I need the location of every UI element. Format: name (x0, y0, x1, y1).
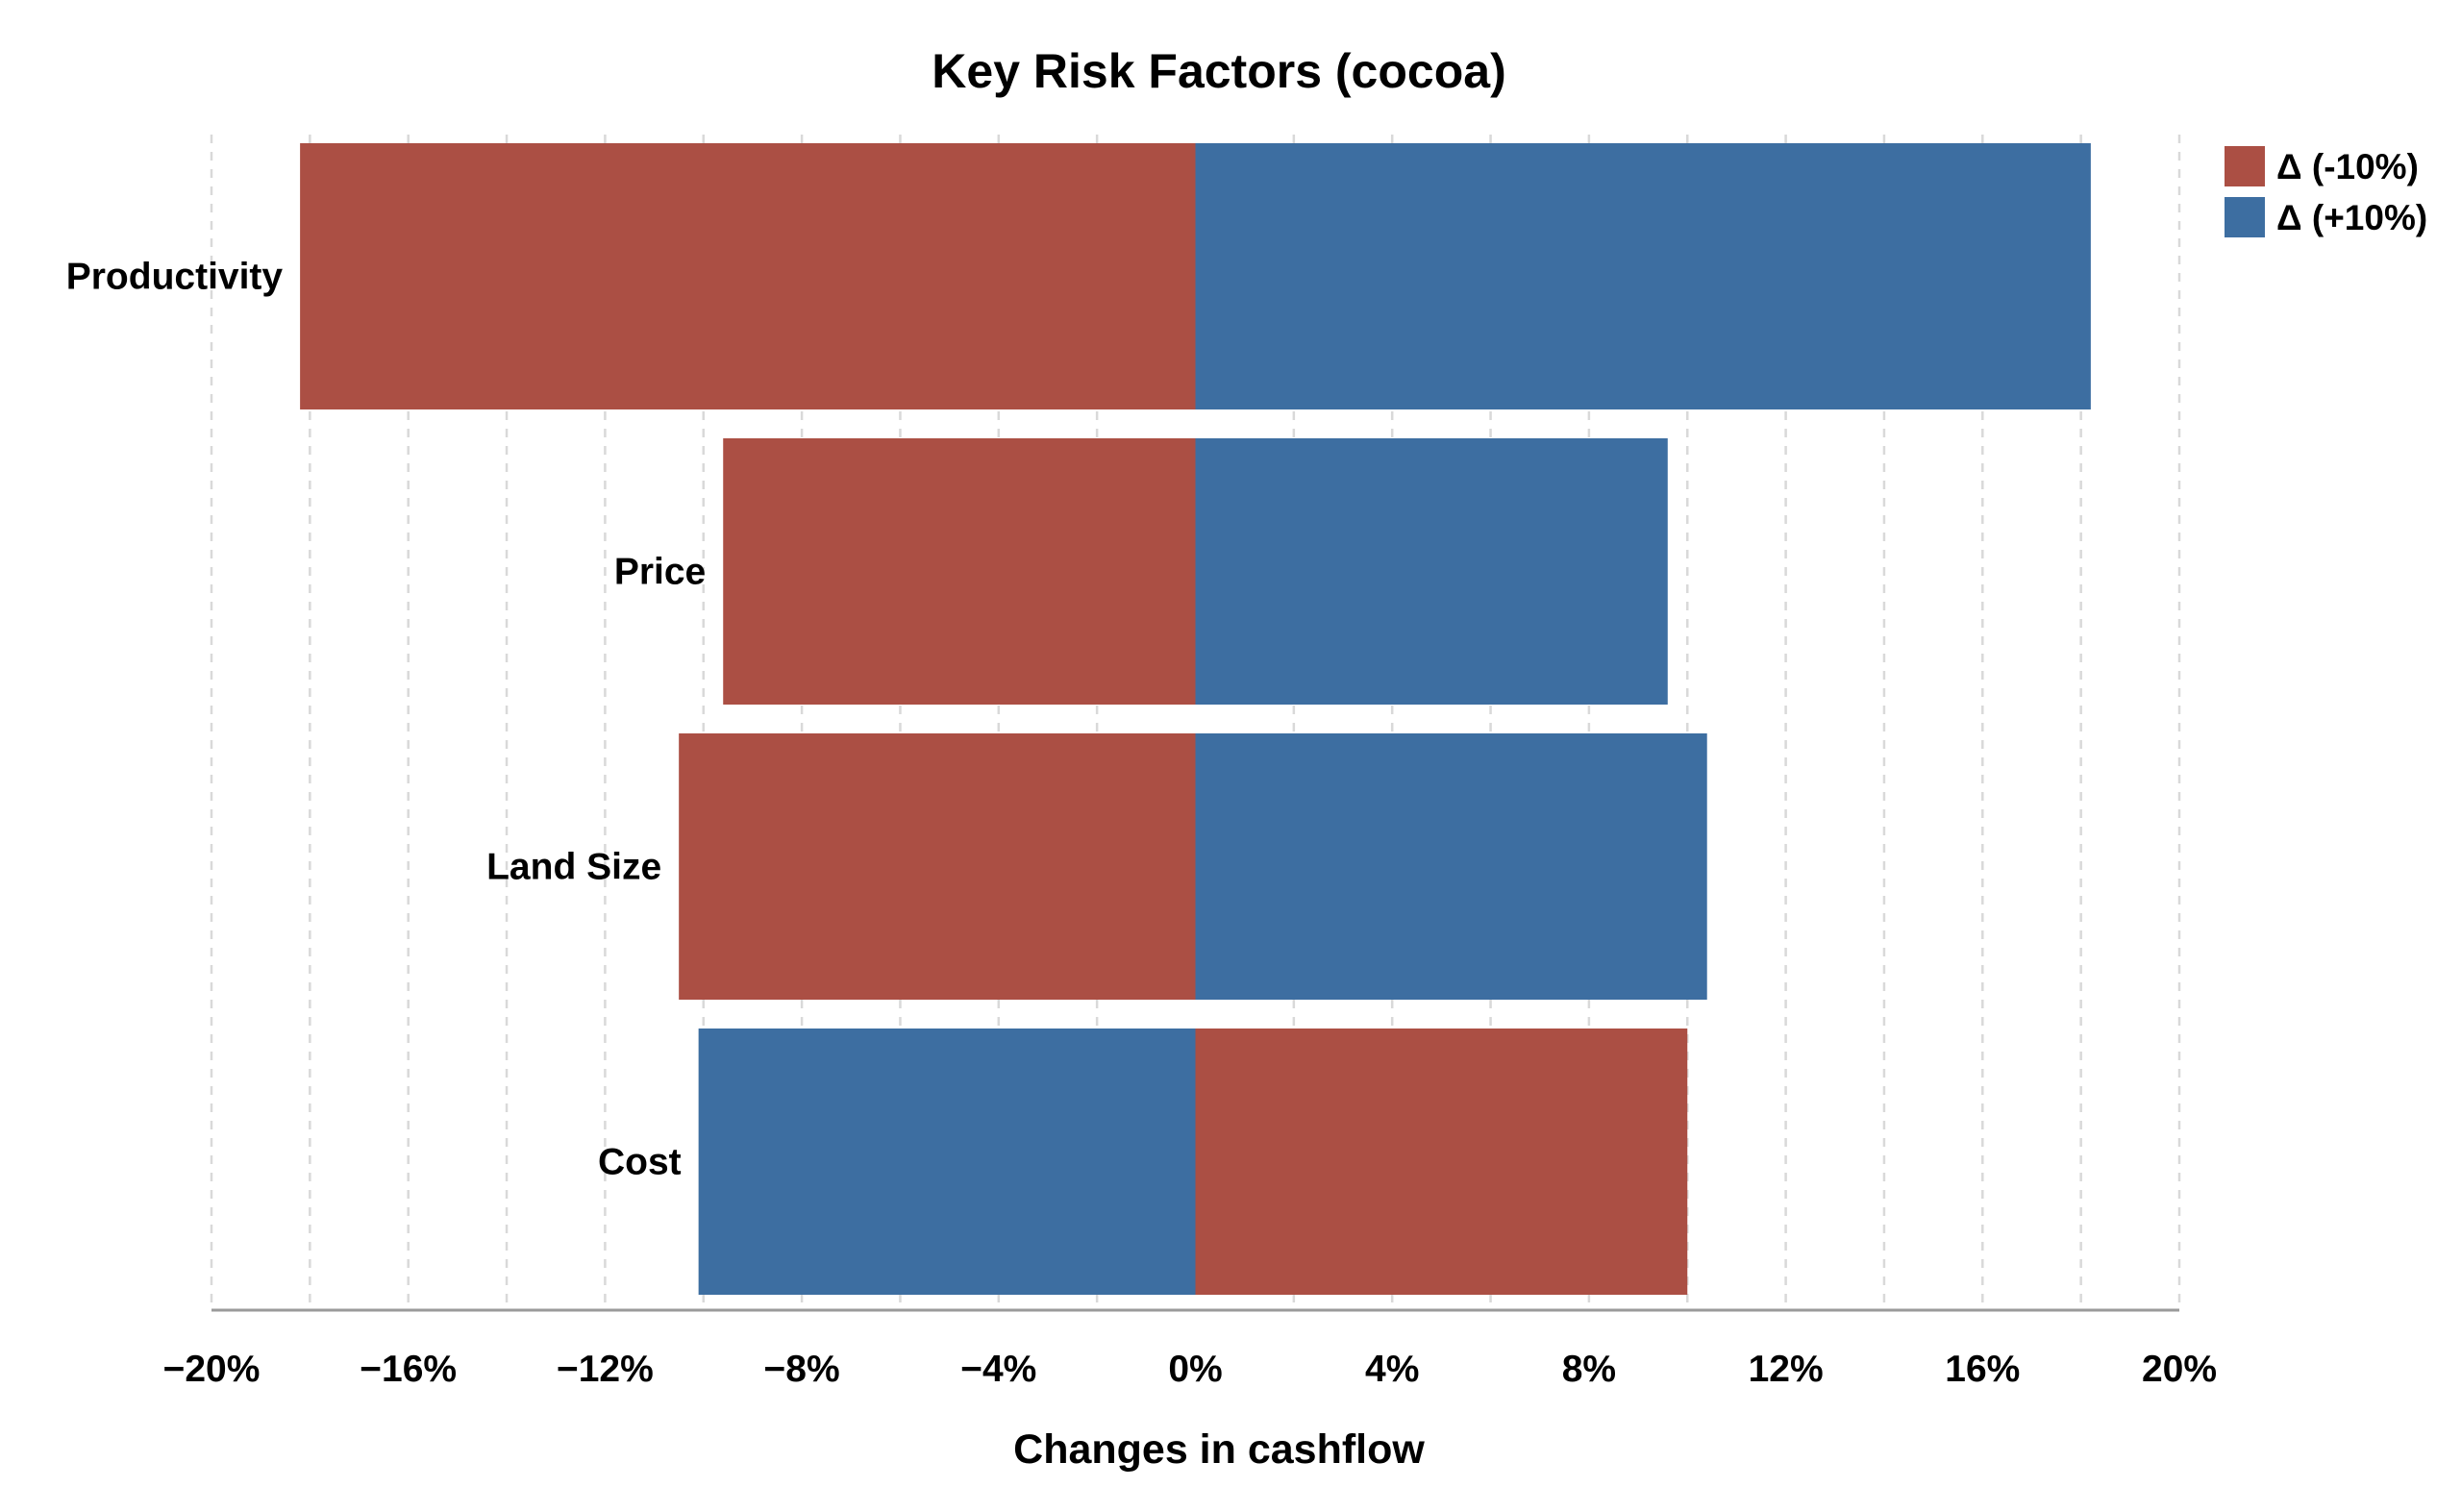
x-tick-label: −8% (764, 1349, 840, 1390)
bars (300, 143, 2091, 1295)
x-tick-labels: −20% −16% −12% −8% −4% 0% 4% 8% 12% 16% 20% (163, 1349, 2217, 1390)
bar (1195, 733, 1707, 1000)
x-tick-label: 20% (2142, 1349, 2217, 1390)
category-labels: Productivity Price Land Size Cost (66, 257, 706, 1183)
x-tick-label: 8% (1562, 1349, 1616, 1390)
bar (723, 438, 1196, 705)
category-label: Land Size (486, 847, 661, 888)
x-tick-label: −20% (163, 1349, 261, 1390)
bar (1195, 143, 2091, 409)
x-tick-label: 12% (1749, 1349, 1824, 1390)
bar (1195, 438, 1668, 705)
legend-swatch (2225, 197, 2265, 237)
chart-title: Key Risk Factors (cocoa) (932, 44, 1505, 98)
legend-swatch (2225, 146, 2265, 186)
category-label: Cost (598, 1142, 682, 1183)
category-label: Productivity (66, 257, 284, 298)
x-tick-label: 16% (1945, 1349, 2020, 1390)
bar (679, 733, 1196, 1000)
x-tick-label: 4% (1365, 1349, 1419, 1390)
legend-label: Δ (+10%) (2276, 198, 2427, 237)
legend-label: Δ (-10%) (2276, 147, 2419, 186)
x-tick-label: −16% (360, 1349, 457, 1390)
x-tick-label: 0% (1168, 1349, 1222, 1390)
x-tick-label: −12% (557, 1349, 654, 1390)
bar (698, 1029, 1196, 1295)
bar (1195, 1029, 1688, 1295)
legend: Δ (-10%) Δ (+10%) (2225, 146, 2427, 237)
x-tick-label: −4% (960, 1349, 1036, 1390)
category-label: Price (614, 552, 706, 593)
bar (300, 143, 1196, 409)
x-axis-label: Changes in cashflow (1013, 1426, 1425, 1473)
